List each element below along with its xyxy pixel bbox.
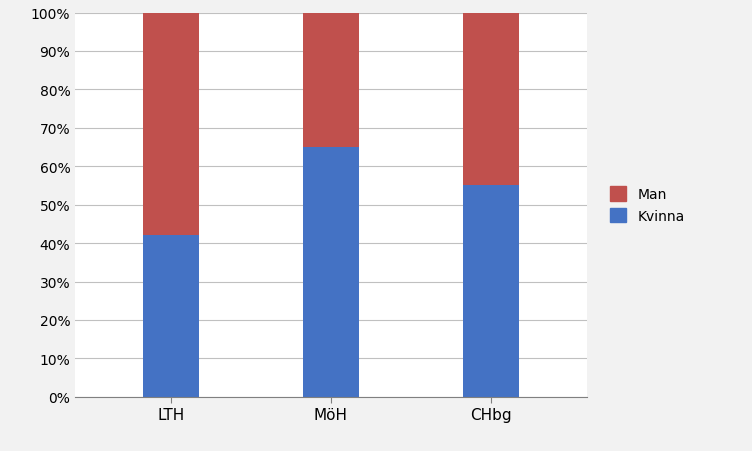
- Bar: [143, 236, 199, 397]
- Bar: [462, 14, 519, 186]
- Bar: [303, 14, 359, 147]
- Bar: [143, 14, 199, 236]
- Bar: [462, 186, 519, 397]
- Legend: Man, Kvinna: Man, Kvinna: [599, 176, 696, 235]
- Bar: [303, 147, 359, 397]
